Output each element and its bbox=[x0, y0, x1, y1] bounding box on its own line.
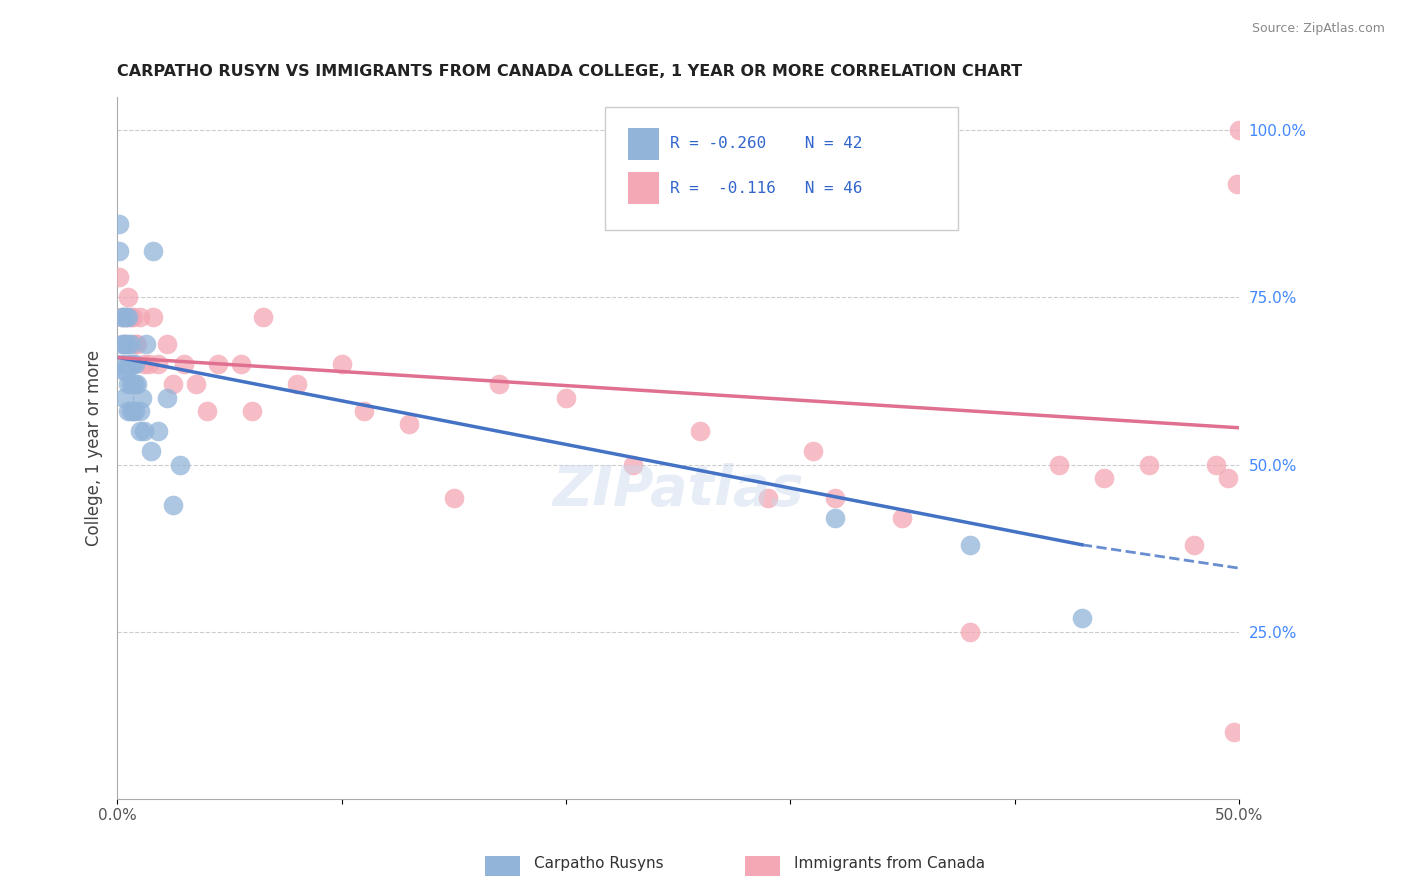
Point bbox=[142, 244, 165, 258]
Point bbox=[1227, 123, 1250, 137]
Point bbox=[112, 310, 135, 325]
Point bbox=[155, 337, 177, 351]
Text: CARPATHO RUSYN VS IMMIGRANTS FROM CANADA COLLEGE, 1 YEAR OR MORE CORRELATION CHA: CARPATHO RUSYN VS IMMIGRANTS FROM CANADA… bbox=[117, 64, 1022, 79]
Point bbox=[127, 337, 149, 351]
Point bbox=[112, 337, 135, 351]
Point bbox=[112, 391, 135, 405]
Point bbox=[120, 357, 142, 371]
Point bbox=[111, 337, 134, 351]
FancyBboxPatch shape bbox=[605, 107, 959, 230]
Point bbox=[1137, 458, 1160, 472]
Point bbox=[111, 310, 134, 325]
Point bbox=[117, 357, 139, 371]
Text: Carpatho Rusyns: Carpatho Rusyns bbox=[534, 856, 664, 871]
Point bbox=[124, 404, 146, 418]
Point bbox=[824, 491, 846, 505]
Point bbox=[132, 424, 155, 438]
Point bbox=[135, 337, 157, 351]
Point bbox=[689, 424, 711, 438]
Point bbox=[353, 404, 375, 418]
Point bbox=[801, 444, 824, 458]
Point bbox=[488, 377, 510, 392]
Point bbox=[756, 491, 779, 505]
Point bbox=[146, 357, 169, 371]
Point bbox=[120, 310, 142, 325]
Point bbox=[1092, 471, 1115, 485]
Point bbox=[124, 377, 146, 392]
Point bbox=[120, 404, 142, 418]
Point bbox=[124, 357, 146, 371]
Point bbox=[115, 310, 138, 325]
Point bbox=[184, 377, 207, 392]
Text: R = -0.260    N = 42: R = -0.260 N = 42 bbox=[671, 136, 863, 152]
Point bbox=[122, 357, 145, 371]
Point bbox=[146, 424, 169, 438]
Point bbox=[117, 404, 139, 418]
Point bbox=[398, 417, 420, 432]
Point bbox=[142, 310, 165, 325]
Point bbox=[285, 377, 308, 392]
Point bbox=[112, 337, 135, 351]
Point bbox=[108, 270, 131, 285]
Point bbox=[169, 458, 191, 472]
Point bbox=[128, 404, 150, 418]
Point bbox=[120, 377, 142, 392]
Point bbox=[1216, 471, 1239, 485]
Point bbox=[554, 391, 576, 405]
Point bbox=[1226, 177, 1249, 191]
Point bbox=[117, 337, 139, 351]
Point bbox=[330, 357, 353, 371]
Point bbox=[132, 357, 155, 371]
Bar bbox=[627, 128, 659, 160]
Point bbox=[1049, 458, 1071, 472]
Point bbox=[891, 511, 914, 525]
Text: Source: ZipAtlas.com: Source: ZipAtlas.com bbox=[1251, 22, 1385, 36]
Point bbox=[120, 337, 142, 351]
Text: Immigrants from Canada: Immigrants from Canada bbox=[794, 856, 986, 871]
Point bbox=[162, 377, 184, 392]
Point bbox=[155, 391, 177, 405]
Point bbox=[131, 391, 153, 405]
Point bbox=[128, 310, 150, 325]
Point bbox=[139, 444, 162, 458]
Point bbox=[443, 491, 465, 505]
Point bbox=[115, 364, 138, 378]
Point bbox=[1223, 725, 1246, 739]
Point bbox=[824, 511, 846, 525]
Bar bbox=[627, 172, 659, 204]
Point bbox=[229, 357, 252, 371]
Point bbox=[112, 364, 135, 378]
Point bbox=[117, 377, 139, 392]
Point bbox=[959, 538, 981, 552]
Point bbox=[115, 310, 138, 325]
Point bbox=[162, 498, 184, 512]
Point bbox=[252, 310, 274, 325]
Point bbox=[240, 404, 263, 418]
Point bbox=[117, 290, 139, 304]
Point bbox=[1205, 458, 1227, 472]
Y-axis label: College, 1 year or more: College, 1 year or more bbox=[86, 350, 103, 546]
Point bbox=[117, 310, 139, 325]
Point bbox=[111, 357, 134, 371]
Text: ZIPatlas: ZIPatlas bbox=[553, 463, 804, 517]
Point bbox=[173, 357, 195, 371]
Text: R =  -0.116   N = 46: R = -0.116 N = 46 bbox=[671, 181, 863, 195]
Point bbox=[621, 458, 644, 472]
Point bbox=[195, 404, 218, 418]
Point bbox=[127, 377, 149, 392]
Point bbox=[115, 337, 138, 351]
Point bbox=[207, 357, 229, 371]
Point bbox=[122, 404, 145, 418]
Point bbox=[1070, 611, 1092, 625]
Point bbox=[124, 337, 146, 351]
Point bbox=[108, 217, 131, 231]
Point bbox=[1182, 538, 1205, 552]
Point bbox=[128, 424, 150, 438]
Point bbox=[108, 244, 131, 258]
Point bbox=[111, 310, 134, 325]
Point bbox=[959, 624, 981, 639]
Point bbox=[122, 377, 145, 392]
Point bbox=[122, 310, 145, 325]
Point bbox=[138, 357, 160, 371]
